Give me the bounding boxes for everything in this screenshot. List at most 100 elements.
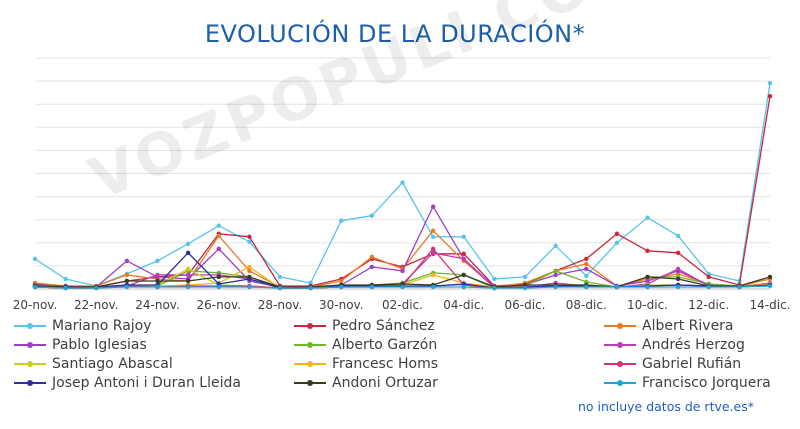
data-point	[461, 256, 466, 262]
legend-label: Francesc Homs	[332, 355, 439, 372]
data-point	[675, 284, 681, 290]
data-point	[247, 284, 252, 290]
data-point	[675, 266, 681, 272]
legend: Mariano Rajoy Pedro Sánchez Albert Rivera P…	[12, 316, 792, 392]
legend-swatch	[12, 358, 48, 370]
data-point	[430, 250, 436, 256]
legend-swatch	[12, 377, 48, 389]
data-point	[645, 248, 650, 254]
data-point	[553, 243, 558, 249]
data-point	[522, 274, 528, 280]
x-tick-label: 08-dic.	[566, 298, 607, 310]
x-tick-label: 30-nov.	[319, 298, 364, 310]
x-tick-label: 06-dic.	[505, 298, 546, 310]
data-point	[216, 284, 221, 290]
data-point	[247, 234, 252, 239]
data-point	[522, 285, 528, 291]
data-point	[124, 278, 130, 284]
data-point	[553, 284, 558, 290]
data-point	[400, 180, 405, 185]
legend-label: Andrés Herzog	[642, 336, 745, 353]
legend-label: Alberto Garzón	[332, 336, 438, 353]
data-point	[430, 234, 436, 239]
x-tick-label: 28-nov.	[258, 298, 303, 310]
legend-swatch	[292, 339, 328, 351]
legend-item: Francesc Homs	[292, 354, 438, 373]
series	[32, 283, 773, 291]
data-point	[767, 93, 773, 99]
data-point	[675, 233, 681, 238]
data-point	[430, 246, 436, 252]
legend-item: Albert Rivera	[602, 316, 734, 335]
legend-label: Francisco Jorquera	[642, 374, 771, 391]
legend-swatch	[12, 339, 48, 351]
data-point	[614, 240, 620, 245]
data-point	[339, 278, 344, 284]
data-point	[584, 261, 589, 267]
chart-title: EVOLUCIÓN DE LA DURACIÓN*	[204, 20, 586, 48]
data-point	[63, 285, 68, 291]
data-point	[400, 268, 405, 274]
data-point	[767, 274, 773, 280]
legend-swatch	[602, 377, 638, 389]
data-point	[492, 276, 497, 282]
data-point	[308, 280, 313, 286]
x-ticks: 20-nov. 22-nov. 24-nov. 26-nov. 28-nov. 30-no…	[13, 298, 791, 310]
data-point	[216, 274, 221, 280]
legend-swatch	[292, 377, 328, 389]
data-point	[430, 272, 436, 278]
legend-label: Pedro Sánchez	[332, 317, 435, 334]
legend-label: Gabriel Rufián	[642, 355, 742, 372]
grid	[35, 57, 770, 290]
data-point	[185, 284, 191, 290]
data-point	[614, 284, 620, 290]
data-point	[461, 251, 466, 257]
data-point	[461, 234, 466, 239]
data-point	[369, 284, 375, 290]
data-point	[63, 276, 68, 282]
data-point	[247, 274, 252, 280]
data-point	[216, 246, 221, 252]
data-point	[185, 272, 191, 278]
data-point	[308, 285, 313, 291]
data-point	[706, 271, 711, 277]
data-point	[124, 258, 130, 264]
data-point	[400, 281, 405, 287]
data-point	[584, 284, 589, 290]
series	[32, 93, 773, 290]
legend-item: Pedro Sánchez	[292, 316, 435, 335]
data-point	[32, 284, 38, 290]
data-point	[277, 285, 283, 291]
data-point	[124, 272, 130, 278]
legend-item: Gabriel Rufián	[602, 354, 741, 373]
data-point	[645, 215, 650, 220]
legend-item: Andrés Herzog	[602, 335, 745, 354]
data-point	[675, 250, 681, 256]
data-point	[185, 241, 191, 247]
footnote: no incluye datos de rtve.es*	[577, 399, 754, 414]
data-point	[339, 284, 344, 290]
data-point	[155, 284, 160, 290]
data-point	[369, 254, 375, 260]
data-point	[247, 264, 252, 270]
data-point	[32, 256, 38, 262]
legend-swatch	[292, 358, 328, 370]
legend-item: Josep Antoni i Duran Lleida	[12, 373, 241, 392]
data-point	[430, 204, 436, 209]
data-point	[247, 268, 252, 274]
data-point	[645, 278, 650, 284]
series-line	[34, 96, 771, 288]
legend-item: Alberto Garzón	[292, 335, 437, 354]
series-line	[34, 205, 771, 288]
series	[32, 80, 773, 289]
series-group	[32, 80, 773, 291]
x-tick-label: 10-dic.	[627, 298, 668, 310]
legend-swatch	[602, 358, 638, 370]
legend-swatch	[292, 320, 328, 332]
data-point	[614, 231, 620, 236]
data-point	[767, 80, 773, 86]
data-point	[584, 266, 589, 272]
data-point	[767, 283, 773, 289]
data-point	[185, 278, 191, 284]
